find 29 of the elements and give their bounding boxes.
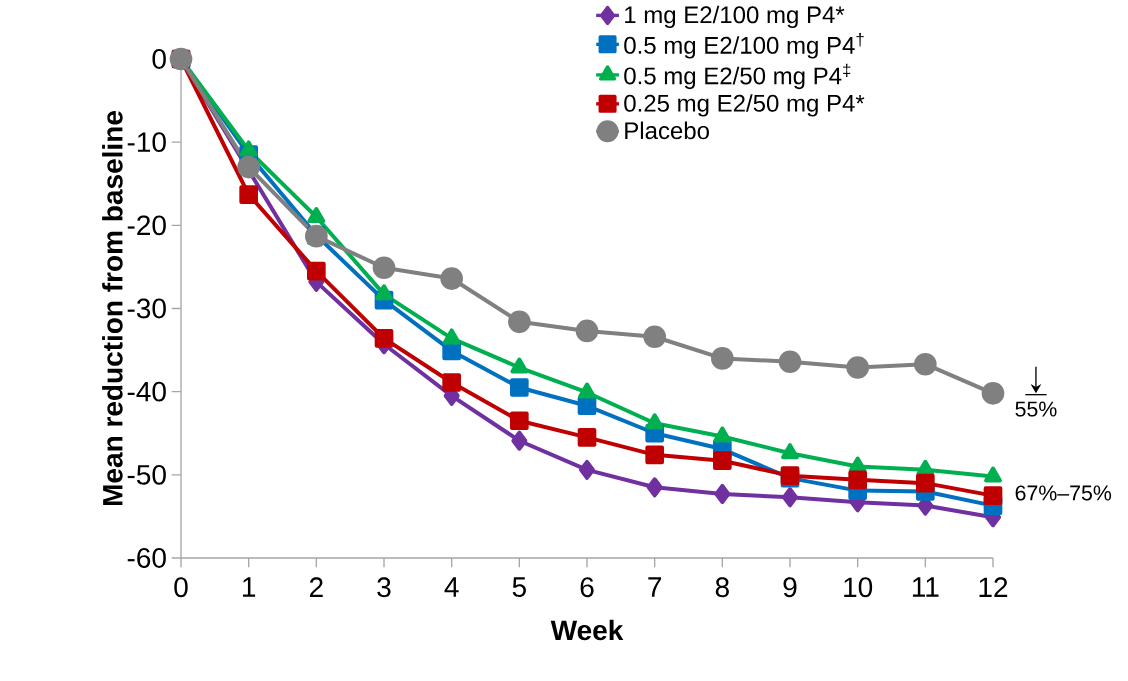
annotation: 55%: [1015, 401, 1057, 417]
legend-label: 1 mg E2/100 mg P4*: [625, 5, 845, 29]
y-tick-label: -60: [127, 548, 166, 568]
y-tick-label: -20: [127, 215, 166, 236]
x-tick-label: 12: [979, 577, 1008, 597]
x-tick-label: 9: [783, 577, 797, 598]
x-tick-label: 1: [243, 577, 256, 597]
legend-label: 0.25 mg E2/50 mg P4*: [624, 94, 865, 117]
legend-label: 0.5 mg E2/100 mg P4$^{†}$: [624, 33, 864, 59]
x-tick-label: 6: [580, 577, 594, 598]
legend-label: Placebo: [625, 121, 709, 140]
x-axis-title: Week: [550, 619, 624, 641]
y-tick-label: -30: [127, 298, 166, 319]
y-tick-label: -40: [127, 381, 166, 402]
y-axis-title: Mean reduction from baseline: [102, 111, 123, 505]
x-tick-label: 2: [309, 577, 323, 597]
x-tick-label: 3: [377, 577, 391, 598]
y-tick-label: 0: [152, 49, 166, 69]
x-tick-label: 11: [912, 577, 939, 597]
y-tick-label: -10: [127, 132, 166, 153]
y-tick-label: -50: [127, 464, 166, 485]
x-tick-label: 5: [512, 577, 526, 597]
legend-label: 0.5 mg E2/50 mg P4$^{‡}$: [624, 63, 851, 90]
x-tick-label: 4: [444, 577, 459, 597]
x-tick-label: 8: [715, 577, 729, 598]
annotation: 67%–75%: [1015, 485, 1112, 501]
x-tick-label: 10: [844, 577, 873, 598]
x-tick-label: 7: [648, 577, 662, 597]
x-tick-label: 0: [174, 577, 188, 598]
